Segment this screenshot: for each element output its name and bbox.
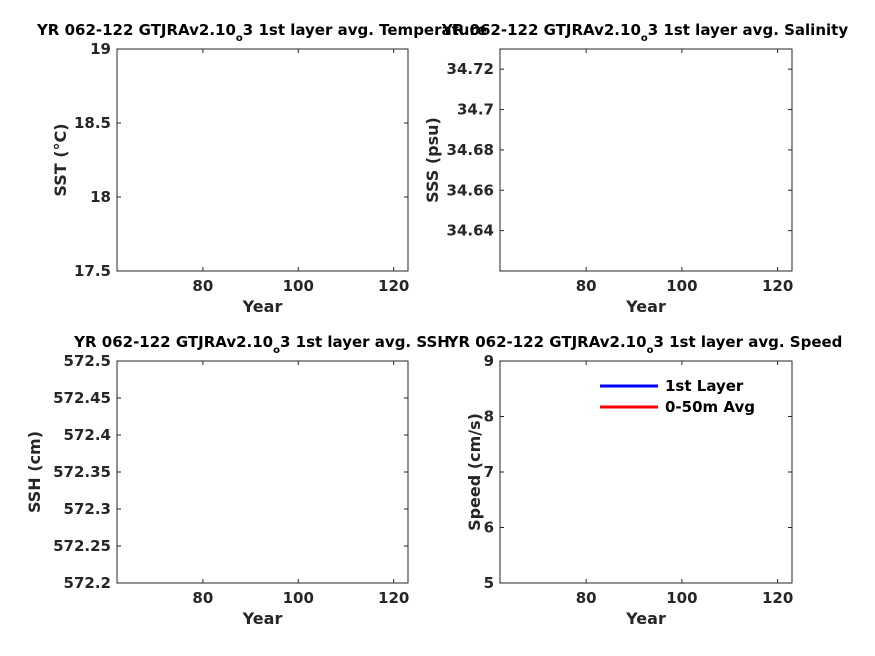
- panel-sss: 80 100 120 34.64 34.66 34.68 34.7 34.72 Year SSS …: [423, 21, 848, 316]
- y-axis-label: SSS (psu): [423, 117, 442, 203]
- chart-title: YR 062-122 GTJRAv2.10o3 1st layer avg. T…: [36, 21, 487, 44]
- x-tick-label: 120: [378, 589, 409, 607]
- x-tick-label: 100: [666, 277, 697, 295]
- y-tick-label: 34.7: [457, 101, 494, 119]
- y-axis-label: SSH (cm): [25, 431, 44, 513]
- y-tick-label: 572.45: [53, 389, 111, 407]
- axes-frame: [116, 48, 409, 272]
- y-tick-label: 572.35: [53, 463, 111, 481]
- legend: 1st Layer 0-50m Avg: [600, 377, 755, 416]
- chart-title: YR 062-122 GTJRAv2.10o3 1st layer avg. S…: [447, 333, 843, 356]
- legend-label: 0-50m Avg: [665, 398, 755, 416]
- y-tick-label: 6: [484, 519, 494, 537]
- y-axis-label: SST (°C): [51, 123, 70, 196]
- x-axis-label: Year: [625, 297, 666, 316]
- x-tick-label: 100: [283, 277, 314, 295]
- y-tick-label: 18: [90, 188, 111, 206]
- y-tick-label: 18.5: [74, 114, 111, 132]
- x-tick-label: 100: [283, 589, 314, 607]
- x-tick-label: 80: [192, 277, 213, 295]
- y-tick-label: 17.5: [74, 262, 111, 280]
- axes-frame: [499, 48, 793, 272]
- y-tick-label: 572.2: [64, 574, 111, 592]
- y-tick-label: 572.5: [64, 352, 111, 370]
- x-tick-label: 80: [576, 589, 597, 607]
- panel-sst: 80 100 120 17.5 18 18.5 19 Year SST (°C) YR 062-1…: [36, 21, 487, 316]
- axes-frame: [499, 360, 793, 584]
- axes-frame: [116, 360, 409, 584]
- y-tick-label: 572.3: [64, 500, 111, 518]
- chart-title: YR 062-122 GTJRAv2.10o3 1st layer avg. S…: [73, 333, 450, 356]
- y-axis-label: Speed (cm/s): [465, 413, 484, 531]
- y-tick-label: 7: [484, 463, 494, 481]
- y-tick-label: 19: [90, 40, 111, 58]
- panel-ssh: 80 100 120 572.2 572.25 572.3 572.35 572.4 572.4…: [25, 333, 450, 628]
- y-tick-label: 34.72: [447, 60, 494, 78]
- x-tick-label: 80: [192, 589, 213, 607]
- y-tick-label: 9: [484, 352, 494, 370]
- chart-title: YR 062-122 GTJRAv2.10o3 1st layer avg. S…: [441, 21, 848, 44]
- y-tick-label: 572.25: [53, 537, 111, 555]
- panel-speed: 80 100 120 5 6 7 8 9 Year Speed (cm/s) YR 062-122 …: [447, 333, 843, 628]
- y-tick-label: 8: [484, 408, 494, 426]
- x-axis-label: Year: [242, 609, 283, 628]
- x-axis-label: Year: [625, 609, 666, 628]
- y-tick-label: 572.4: [64, 426, 111, 444]
- x-tick-label: 100: [666, 589, 697, 607]
- y-tick-label: 34.66: [447, 181, 494, 199]
- x-tick-label: 120: [762, 589, 793, 607]
- x-tick-label: 120: [762, 277, 793, 295]
- x-tick-label: 80: [576, 277, 597, 295]
- legend-label: 1st Layer: [665, 377, 744, 395]
- x-tick-label: 120: [378, 277, 409, 295]
- x-axis-label: Year: [242, 297, 283, 316]
- y-tick-label: 34.68: [447, 141, 494, 159]
- y-tick-label: 5: [484, 574, 494, 592]
- y-tick-label: 34.64: [447, 222, 494, 240]
